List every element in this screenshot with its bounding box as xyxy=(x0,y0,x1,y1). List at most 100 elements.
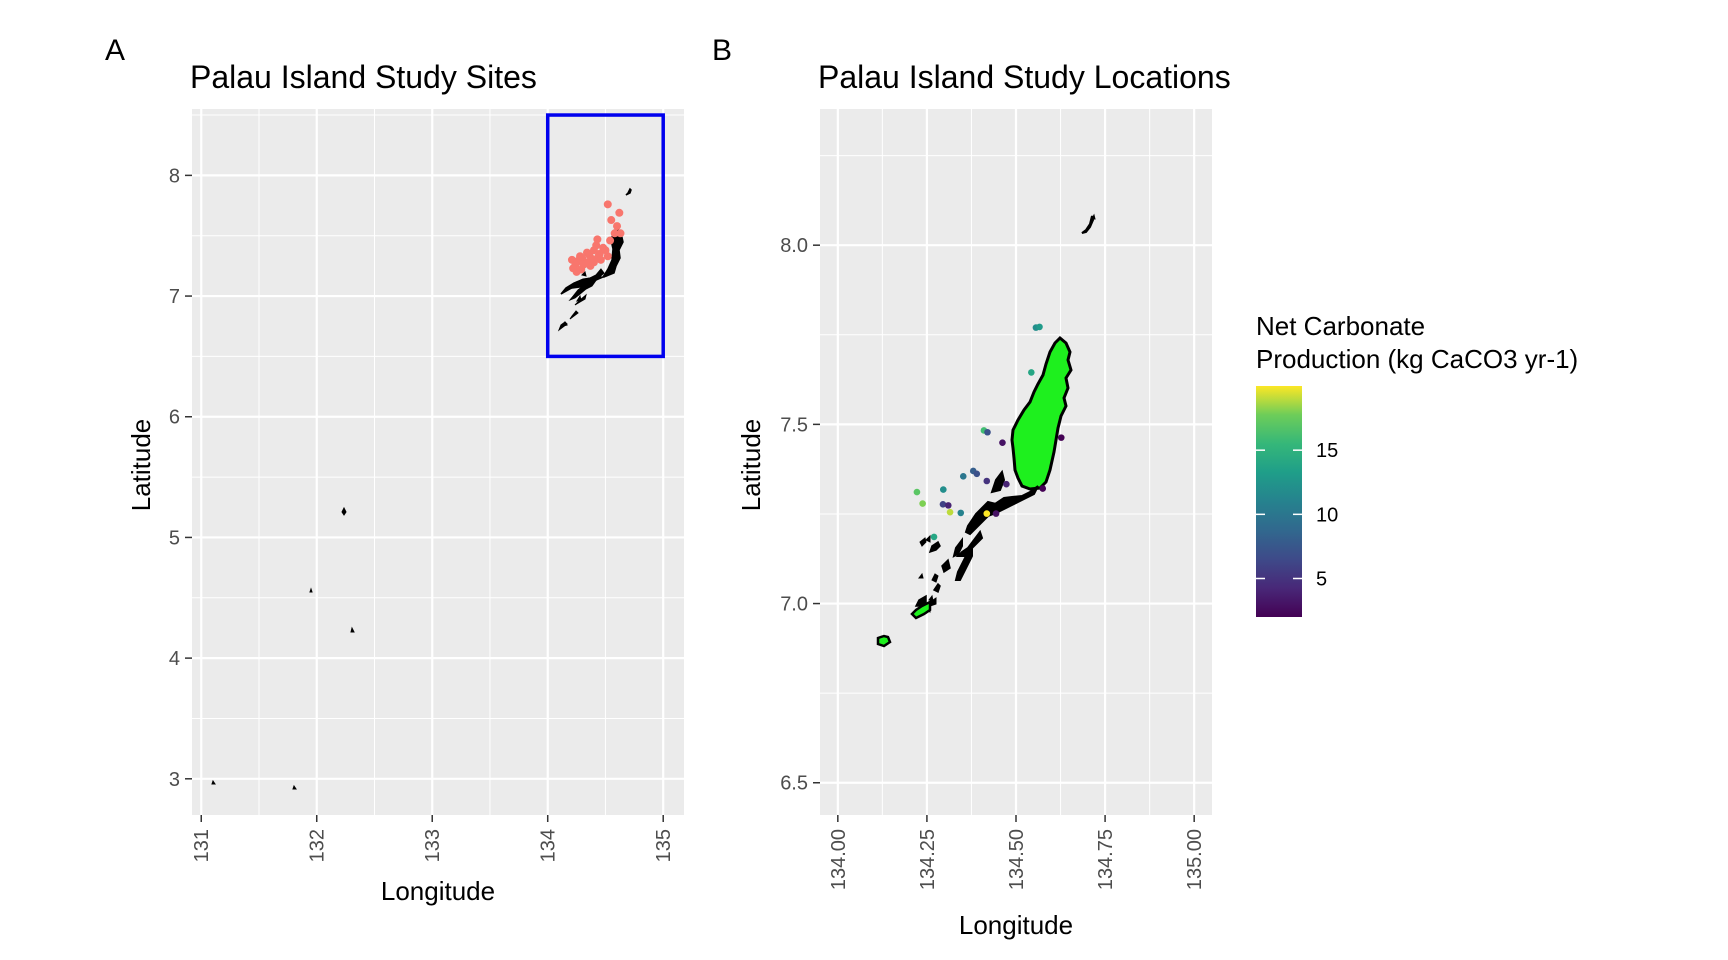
panel-b-title: Palau Island Study Locations xyxy=(818,59,1231,95)
study-location-point xyxy=(913,488,921,496)
babeldaob-island xyxy=(1010,335,1073,491)
study-site-point xyxy=(595,249,604,258)
y-tick-label: 5 xyxy=(169,527,180,549)
palau-southern-chain xyxy=(575,294,582,302)
peleliu-angaur-islands xyxy=(562,321,568,327)
study-site-point xyxy=(613,222,622,231)
rock-islands xyxy=(955,529,984,557)
palau-southern-chain xyxy=(581,271,587,277)
panel-b-study-locations xyxy=(913,323,1065,541)
panel-a-x-axis-title: Longitude xyxy=(381,876,495,906)
x-tick-label: 134.75 xyxy=(1095,829,1117,890)
study-site-point xyxy=(610,229,619,238)
study-location-point xyxy=(973,470,981,478)
panel-a-background xyxy=(192,109,684,815)
legend-tick-label: 5 xyxy=(1316,569,1327,591)
rock-islands xyxy=(925,534,931,543)
legend-colorbar xyxy=(1256,386,1302,617)
x-tick-label: 134.50 xyxy=(1006,829,1028,890)
rock-islands xyxy=(941,558,951,574)
study-location-point xyxy=(984,428,991,436)
peleliu-island xyxy=(914,594,927,607)
study-location-point xyxy=(1036,323,1043,331)
angaur-island xyxy=(876,634,892,648)
panel-letter-a: A xyxy=(105,34,125,67)
study-location-point xyxy=(1039,485,1047,492)
helen-reef xyxy=(292,784,297,790)
x-tick-label: 131 xyxy=(191,829,213,862)
panel-a: 131 132 133 134 135 3 4 5 6 7 8 Longitude Latitude xyxy=(126,109,684,906)
panel-b: 134.00 134.25 134.50 134.75 135.00 6.5 7.0 7.5 8… xyxy=(736,109,1212,940)
study-site-point xyxy=(596,255,605,264)
legend-tick-label: 15 xyxy=(1316,440,1338,462)
rock-islands xyxy=(954,545,973,581)
rock-islands xyxy=(964,500,998,536)
y-tick-label: 7.0 xyxy=(780,594,808,616)
panel-a-study-sites xyxy=(567,200,625,276)
study-site-point xyxy=(572,267,581,276)
study-site-point xyxy=(593,235,602,244)
panel-a-axes: 131 132 133 134 135 3 4 5 6 7 8 xyxy=(169,165,675,862)
study-site-point xyxy=(616,229,625,238)
y-tick-label: 6.5 xyxy=(780,773,808,795)
kayangel-atoll xyxy=(1091,213,1096,220)
study-site-point xyxy=(603,200,612,209)
pulo-anna-island xyxy=(309,587,313,593)
palau-southern-chain xyxy=(569,310,579,320)
study-location-point xyxy=(919,500,926,507)
study-site-point xyxy=(601,246,610,255)
panel-letter-b: B xyxy=(712,34,732,67)
x-tick-label: 135.00 xyxy=(1184,829,1206,890)
y-tick-label: 8 xyxy=(169,165,180,187)
study-location-point xyxy=(930,533,938,541)
rock-islands xyxy=(932,582,941,594)
study-location-point xyxy=(983,477,991,485)
x-tick-label: 135 xyxy=(653,829,675,862)
y-tick-label: 8.0 xyxy=(780,235,808,257)
study-location-point xyxy=(940,486,947,493)
sonsorol-island xyxy=(341,506,347,516)
rock-islands xyxy=(928,540,941,554)
panel-a-grid xyxy=(192,109,684,815)
legend-ticks: 15 10 5 xyxy=(1256,440,1338,591)
panel-b-x-axis-title: Longitude xyxy=(959,910,1073,940)
study-site-point xyxy=(579,260,588,269)
koror-island-chain xyxy=(990,469,1006,494)
rock-islands xyxy=(919,537,927,547)
palau-southern-chain xyxy=(568,278,598,302)
panel-a-title: Palau Island Study Sites xyxy=(190,59,537,95)
study-location-point xyxy=(959,473,967,480)
kayangel-atoll xyxy=(1081,215,1095,234)
peleliu-island xyxy=(910,599,932,620)
tobi-island xyxy=(211,779,216,785)
panel-b-axes: 134.00 134.25 134.50 134.75 135.00 6.5 7.0 7.5 8… xyxy=(780,235,1206,890)
legend-title-line-2: Production (kg CaCO3 yr-1) xyxy=(1256,344,1578,374)
legend-tick-label: 10 xyxy=(1316,504,1338,526)
x-tick-label: 132 xyxy=(307,829,329,862)
y-tick-label: 3 xyxy=(169,769,180,791)
panel-b-grid xyxy=(820,109,1212,815)
y-tick-label: 6 xyxy=(169,407,180,429)
rock-islands xyxy=(931,573,939,583)
kayangel-atoll xyxy=(625,187,632,196)
panel-b-islands xyxy=(876,213,1096,648)
rock-islands xyxy=(952,537,963,558)
x-tick-label: 133 xyxy=(422,829,444,862)
y-tick-label: 7 xyxy=(169,286,180,308)
study-location-point xyxy=(957,509,965,517)
merir-island xyxy=(350,626,355,633)
study-site-point xyxy=(615,208,624,217)
panel-b-y-axis-title: Latitude xyxy=(736,419,766,512)
study-location-point xyxy=(939,500,947,508)
y-tick-label: 7.5 xyxy=(780,414,808,436)
study-location-point xyxy=(992,510,1000,517)
palau-southern-chain xyxy=(577,281,584,288)
x-tick-label: 134 xyxy=(538,829,560,862)
study-location-point xyxy=(1057,434,1065,441)
study-site-point xyxy=(603,252,612,261)
x-tick-label: 134.25 xyxy=(917,829,939,890)
rock-islands xyxy=(918,572,924,579)
study-site-point xyxy=(606,236,615,245)
study-site-point xyxy=(607,216,616,225)
study-location-point xyxy=(999,439,1006,446)
